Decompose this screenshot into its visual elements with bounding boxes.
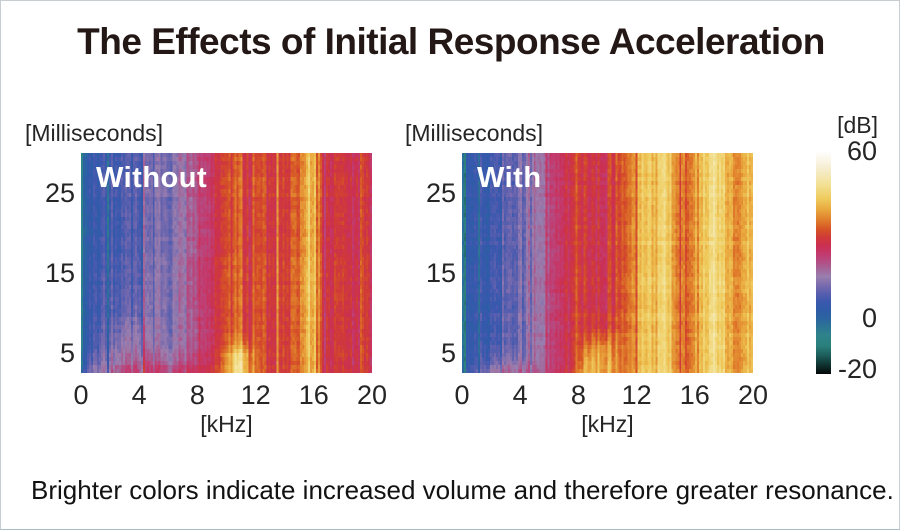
panel-label-without: Without: [96, 162, 208, 194]
y-tick-label: 25: [44, 178, 75, 208]
x-tick-label: 12: [240, 380, 271, 410]
colorbar-unit-label: [dB]: [837, 112, 878, 138]
y-axis-unit-label-with: [Milliseconds]: [405, 120, 544, 146]
y-axis-unit-label-without: [Milliseconds]: [25, 120, 164, 146]
x-tick-label: 0: [73, 380, 89, 410]
colorbar-tick-label: -20: [837, 354, 877, 384]
x-tick-label: 4: [131, 380, 147, 410]
x-tick-label: 8: [570, 380, 586, 410]
colorbar-tick-label: 0: [861, 303, 877, 334]
spectrogram-with: With: [462, 153, 753, 373]
spectrogram-without: Without: [81, 153, 372, 373]
x-axis-unit-label-with: [kHz]: [581, 411, 634, 437]
y-tick-label: 5: [440, 338, 456, 368]
colorbar-tick-label: 60: [846, 136, 877, 166]
x-tick-label: 0: [454, 380, 470, 410]
spectrogram-without-canvas: [81, 153, 372, 373]
x-tick-label: 4: [512, 380, 528, 410]
x-tick-label: 20: [356, 380, 388, 410]
x-tick-label: 16: [298, 380, 329, 410]
y-tick-label: 15: [425, 258, 456, 288]
x-axis-unit-label-without: [kHz]: [200, 411, 253, 437]
y-tick-label: 15: [44, 258, 75, 288]
x-tick-label: 8: [189, 380, 205, 410]
figure-caption: Brighter colors indicate increased volum…: [31, 475, 894, 505]
panel-label-with: With: [477, 162, 542, 194]
x-tick-label: 12: [621, 380, 652, 410]
x-tick-label: 16: [679, 380, 710, 410]
y-tick-label: 25: [425, 178, 456, 208]
colorbar-gradient: [816, 151, 831, 374]
spectrogram-with-canvas: [462, 153, 753, 373]
figure-title: The Effects of Initial Response Accelera…: [77, 21, 825, 62]
x-tick-label: 20: [737, 380, 769, 410]
y-tick-label: 5: [59, 338, 75, 368]
